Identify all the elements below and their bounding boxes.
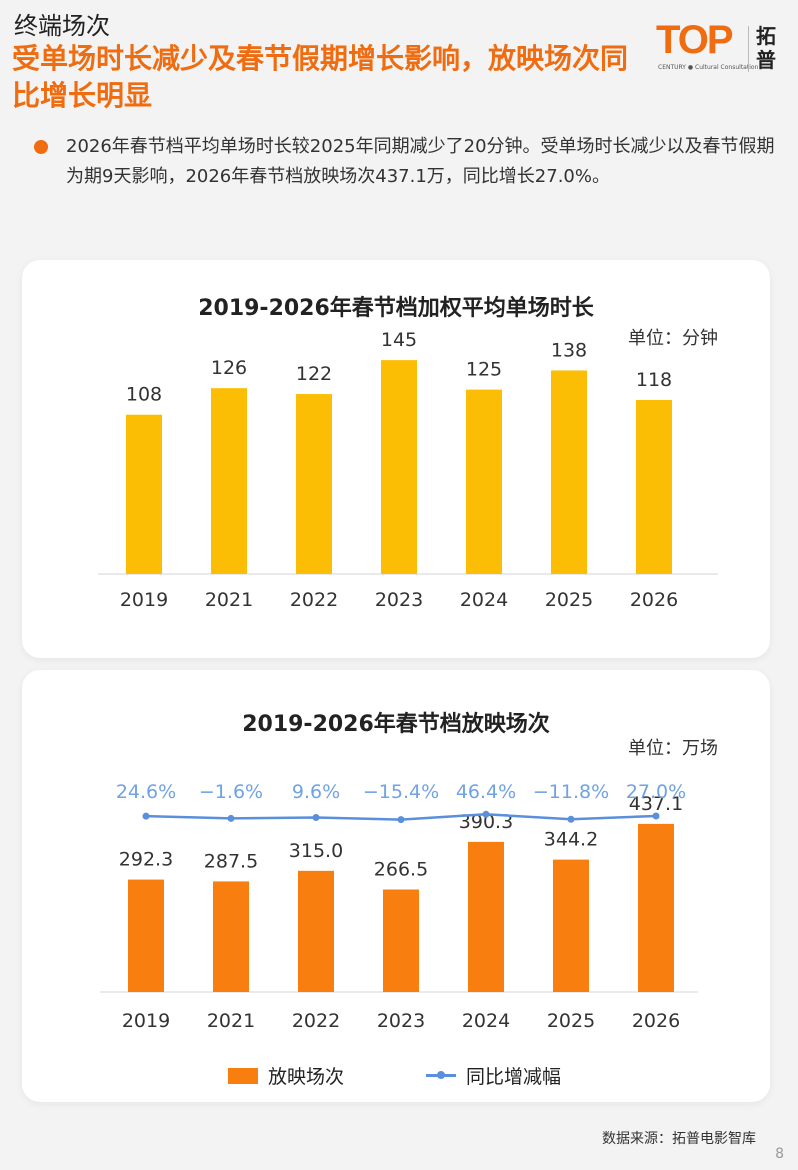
brand-logo: TOP CENTURY ● Cultural Consultation 拓普 — [652, 18, 792, 78]
duration-bar — [211, 388, 247, 574]
chart-unit: 单位：分钟 — [628, 328, 718, 349]
duration-bar — [381, 360, 417, 574]
chart-legend: 放映场次 同比增减幅 — [22, 1062, 770, 1089]
yoy-value-label: −11.8% — [533, 781, 609, 803]
yoy-point — [652, 812, 660, 820]
screenings-bar — [638, 823, 674, 992]
logo-subtitle: CENTURY ● Cultural Consultation — [658, 64, 759, 71]
screenings-bar — [468, 841, 504, 992]
x-tick-label: 2025 — [547, 1010, 595, 1032]
logo-mark: TOP — [656, 18, 734, 62]
yoy-value-label: −1.6% — [199, 781, 263, 803]
legend-label: 同比增减幅 — [466, 1066, 562, 1088]
duration-bar — [126, 414, 162, 574]
x-tick-label: 2024 — [460, 589, 508, 611]
screenings-value-label: 287.5 — [204, 850, 258, 872]
screenings-bar — [383, 889, 419, 992]
yoy-value-label: 24.6% — [116, 781, 176, 803]
logo-chinese: 拓普 — [756, 24, 776, 72]
duration-value-label: 108 — [126, 384, 162, 406]
x-tick-label: 2022 — [292, 1010, 340, 1032]
duration-value-label: 126 — [211, 357, 247, 379]
x-tick-label: 2019 — [120, 589, 168, 611]
yoy-point — [482, 810, 490, 818]
x-tick-label: 2026 — [630, 589, 678, 611]
duration-bar — [296, 394, 332, 574]
yoy-value-label: 46.4% — [456, 781, 516, 803]
x-tick-label: 2024 — [462, 1010, 510, 1032]
page-number: 8 — [775, 1146, 784, 1162]
legend-bar-swatch — [228, 1067, 258, 1084]
duration-value-label: 145 — [381, 329, 417, 351]
x-tick-label: 2025 — [545, 589, 593, 611]
chart-title: 2019-2026年春节档加权平均单场时长 — [198, 296, 594, 321]
yoy-point — [227, 814, 235, 822]
x-tick-label: 2021 — [207, 1010, 255, 1032]
legend-item-screenings: 放映场次 — [228, 1062, 344, 1089]
x-tick-label: 2021 — [205, 589, 253, 611]
page-headline: 受单场时长减少及春节假期增长影响，放映场次同比增长明显 — [12, 42, 629, 112]
screenings-chart-card: 2019-2026年春节档放映场次 单位：万场 292.3 2019 287.5 20… — [22, 670, 770, 1102]
screenings-value-label: 437.1 — [629, 793, 683, 815]
duration-chart: 108 2019 126 2021 122 2022 145 2023 125 2024 138 20… — [98, 329, 718, 611]
legend-label: 放映场次 — [268, 1066, 345, 1088]
screenings-value-label: 292.3 — [119, 849, 173, 871]
bullet-icon — [34, 140, 48, 154]
duration-chart-card: 2019-2026年春节档加权平均单场时长 单位：分钟 108 2019 126 20… — [22, 260, 770, 658]
summary-text: 2026年春节档平均单场时长较2025年同期减少了20分钟。受单场时长减少以及春… — [66, 136, 775, 187]
screenings-value-label: 344.2 — [544, 829, 598, 851]
screenings-bar — [553, 859, 589, 992]
section-tag: 终端场次 — [14, 12, 110, 40]
yoy-value-label: −15.4% — [363, 781, 439, 803]
yoy-point — [397, 816, 405, 824]
chart-title: 2019-2026年春节档放映场次 — [242, 712, 550, 737]
data-source: 数据来源：拓普电影智库 — [602, 1131, 756, 1147]
duration-value-label: 125 — [466, 359, 502, 381]
yoy-value-label: 9.6% — [292, 781, 340, 803]
x-tick-label: 2022 — [290, 589, 338, 611]
x-tick-label: 2026 — [632, 1010, 680, 1032]
screenings-bar — [128, 879, 164, 992]
yoy-point — [142, 812, 150, 820]
legend-line-swatch — [426, 1071, 456, 1079]
screenings-bar — [298, 870, 334, 992]
duration-value-label: 138 — [551, 339, 587, 361]
duration-bar — [466, 389, 502, 574]
screenings-chart: 292.32019287.52021315.02022266.52023390.… — [100, 781, 698, 1032]
yoy-point — [312, 813, 320, 821]
duration-value-label: 122 — [296, 363, 332, 385]
chart-unit: 单位：万场 — [628, 738, 718, 759]
screenings-bar — [213, 881, 249, 992]
x-tick-label: 2019 — [122, 1010, 170, 1032]
duration-bar — [551, 370, 587, 574]
x-tick-label: 2023 — [375, 589, 423, 611]
duration-bar — [636, 399, 672, 574]
x-tick-label: 2023 — [377, 1010, 425, 1032]
screenings-value-label: 266.5 — [374, 859, 428, 881]
duration-value-label: 118 — [636, 369, 672, 391]
screenings-value-label: 315.0 — [289, 840, 343, 862]
logo-divider — [748, 26, 749, 72]
yoy-value-label: 27.0% — [626, 781, 686, 803]
legend-item-yoy: 同比增减幅 — [426, 1062, 561, 1089]
yoy-point — [567, 815, 575, 823]
